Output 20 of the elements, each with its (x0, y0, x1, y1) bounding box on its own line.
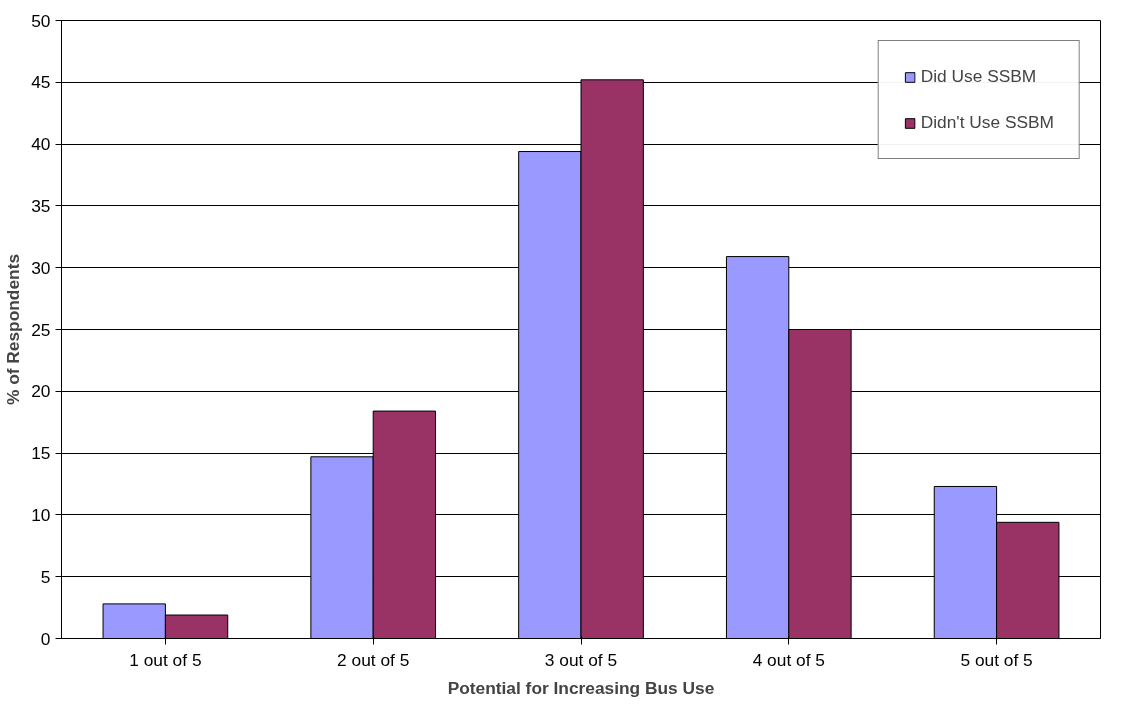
y-tick-label: 20 (31, 381, 51, 402)
y-tick-label: 0 (40, 628, 51, 649)
y-tick-label: 50 (31, 10, 51, 31)
y-tick-label: 30 (31, 257, 51, 278)
x-tick-label: 3 out of 5 (544, 649, 618, 670)
x-axis-title: Potential for Increasing Bus Use (447, 677, 715, 698)
y-tick-label: 10 (31, 504, 51, 525)
y-tick-label: 45 (31, 72, 51, 93)
x-tick-label: 4 out of 5 (752, 649, 825, 670)
y-tick-label: 25 (31, 319, 51, 340)
legend-label: Did Use SSBM (920, 66, 1037, 87)
x-tick-label: 1 out of 5 (129, 649, 202, 670)
legend-label: Didn't Use SSBM (920, 112, 1054, 133)
y-tick-label: 40 (31, 134, 51, 155)
y-axis-title: % of Respondents (3, 253, 24, 406)
y-tick-label: 5 (40, 566, 51, 587)
y-tick-label: 35 (31, 195, 51, 216)
y-tick-label: 15 (31, 443, 51, 464)
x-tick-label: 2 out of 5 (337, 649, 410, 670)
x-tick-label: 5 out of 5 (960, 649, 1033, 670)
